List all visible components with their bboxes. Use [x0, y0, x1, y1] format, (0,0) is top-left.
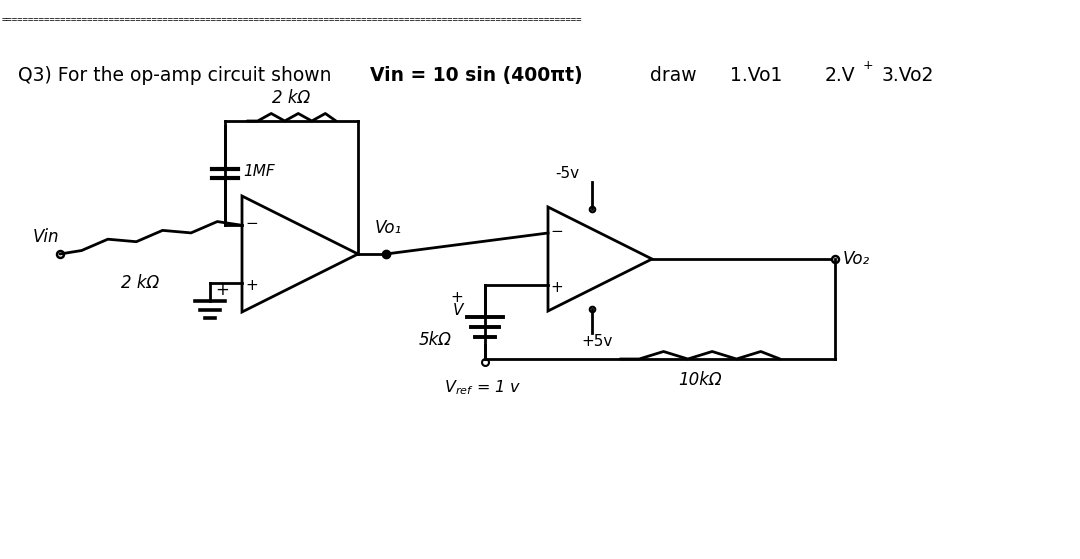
Text: 5kΩ: 5kΩ: [418, 331, 451, 349]
Text: 2 kΩ: 2 kΩ: [272, 89, 311, 107]
Text: ================================================================================: ========================================…: [2, 15, 582, 24]
Text: +
V: + V: [450, 290, 463, 318]
Text: 3.Vo2: 3.Vo2: [882, 66, 934, 85]
Text: -5v: -5v: [555, 166, 579, 181]
Text: 1.Vo1: 1.Vo1: [730, 66, 782, 85]
Text: Vin: Vin: [33, 228, 59, 246]
Text: −: −: [245, 216, 258, 230]
Text: Vo₁: Vo₁: [375, 219, 402, 237]
Text: Vo₂: Vo₂: [843, 250, 870, 268]
Text: Vin = 10 sin (400πt): Vin = 10 sin (400πt): [370, 66, 582, 85]
Text: +: +: [245, 277, 258, 292]
Text: +: +: [863, 59, 874, 72]
Text: V$_{ref}$ = 1 v: V$_{ref}$ = 1 v: [444, 378, 522, 397]
Text: +5v: +5v: [581, 334, 612, 349]
Text: 1MF: 1MF: [243, 163, 274, 178]
Text: Q3) For the op-amp circuit shown: Q3) For the op-amp circuit shown: [18, 66, 337, 85]
Text: 2.V: 2.V: [825, 66, 855, 85]
Text: +: +: [551, 280, 564, 295]
Text: +: +: [215, 281, 229, 299]
Text: 10kΩ: 10kΩ: [678, 371, 721, 389]
Text: 2 kΩ: 2 kΩ: [121, 274, 159, 292]
Text: −: −: [551, 224, 564, 239]
Text: draw: draw: [632, 66, 697, 85]
